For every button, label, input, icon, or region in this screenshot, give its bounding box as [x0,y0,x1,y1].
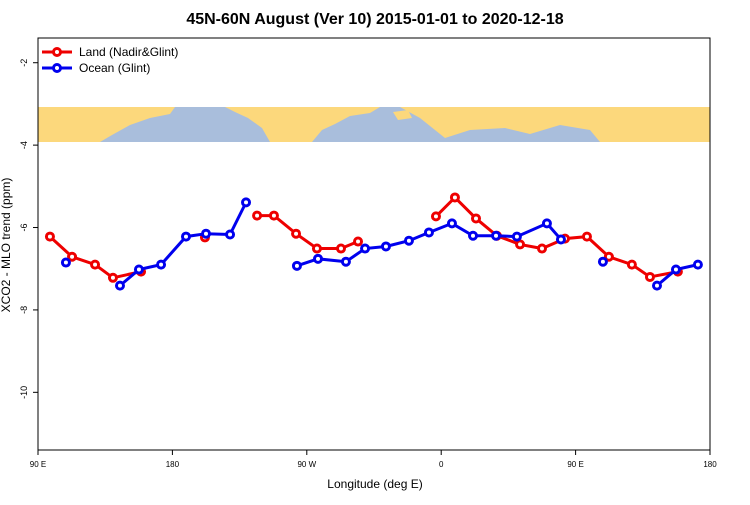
x-tick-label: 90 E [567,460,583,469]
point [335,243,346,254]
point [670,264,681,275]
point [449,192,460,203]
point [114,280,125,291]
point [360,243,371,254]
point [468,230,479,241]
y-tick-label: -8 [19,306,29,314]
legend-label: Ocean (Glint) [79,61,150,75]
point [597,256,608,267]
legend-label: Land (Nadir&Glint) [79,45,178,59]
point [201,228,211,239]
y-tick-label: -10 [19,386,29,399]
point [252,210,263,221]
point [603,251,614,262]
point [430,211,441,222]
point [133,264,144,275]
point [446,218,457,229]
point [90,259,101,270]
point [44,231,55,242]
point [313,253,323,264]
x-tick-label: 180 [703,460,717,469]
point [180,231,191,242]
y-axis-label: XCO2 - MLO trend (ppm) [0,178,13,313]
point [107,272,118,283]
point [470,213,481,224]
point [537,243,547,254]
point [340,256,351,267]
x-tick-label: 0 [439,460,444,469]
point [511,231,522,242]
x-tick-label: 180 [166,460,180,469]
point [156,259,167,270]
point [268,210,279,221]
y-tick-label: -2 [19,59,29,67]
point [651,280,662,291]
x-axis-label: Longitude (deg E) [327,477,422,491]
plot-frame [37,37,711,451]
point [423,227,434,238]
point [626,259,637,270]
legend: Land (Nadir&Glint) Ocean (Glint) [42,45,178,75]
point [380,241,391,252]
point [225,229,236,240]
x-tick-label: 90 E [30,460,46,469]
point [241,197,252,208]
legend-marker [52,63,62,73]
legend-marker [52,47,62,57]
point [491,230,502,241]
map-strip [38,107,710,142]
point [353,236,364,247]
point [291,228,302,239]
point [403,235,414,246]
x-tick-label: 90 W [297,460,316,469]
point [581,231,592,242]
point [644,271,655,282]
point [555,234,566,245]
y-tick-label: -6 [19,224,29,232]
chart-title: 45N-60N August (Ver 10) 2015-01-01 to 20… [186,11,563,28]
point [67,251,78,262]
point [311,243,322,254]
point [60,257,71,268]
point [515,239,526,250]
y-tick-label: -4 [19,141,29,149]
point [291,260,302,271]
point [541,218,552,229]
point [692,259,703,270]
